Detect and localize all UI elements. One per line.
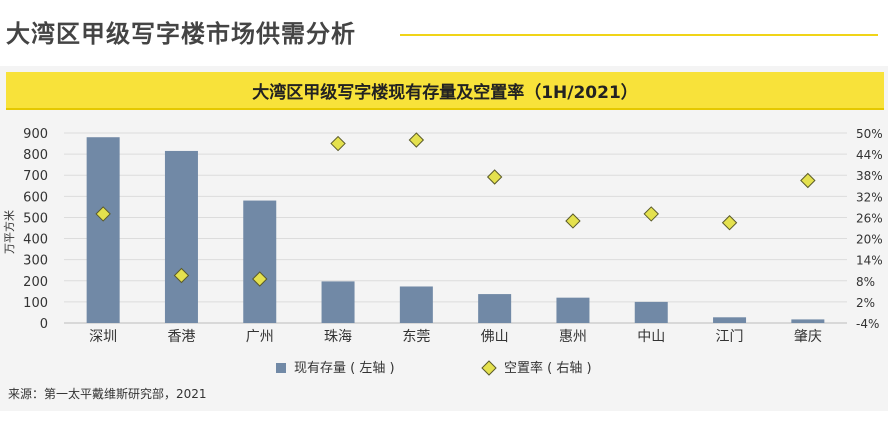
y2-tick-label: 2% bbox=[856, 296, 875, 310]
legend-diamond-icon bbox=[481, 360, 497, 376]
category-label: 江门 bbox=[716, 329, 744, 345]
y2-tick-label: 44% bbox=[856, 148, 883, 162]
y2-tick-label: 50% bbox=[856, 127, 883, 141]
bar bbox=[634, 301, 668, 323]
bar bbox=[478, 294, 512, 323]
category-label: 肇庆 bbox=[794, 329, 822, 345]
y-tick-label: 600 bbox=[23, 190, 48, 205]
y2-tick-label: 26% bbox=[856, 211, 883, 225]
bar bbox=[164, 150, 198, 323]
left-axis-ticks: 900 800 700 600 500 400 300 200 100 0 bbox=[23, 127, 48, 332]
category-labels: 深圳 香港 广州 珠海 东莞 佛山 惠州 中山 江门 肇庆 bbox=[89, 329, 822, 345]
vacancy-series bbox=[95, 132, 816, 287]
y2-tick-label: -4% bbox=[856, 317, 879, 331]
category-label: 珠海 bbox=[324, 329, 352, 345]
y-tick-label: 200 bbox=[23, 275, 48, 290]
legend-bar-swatch bbox=[276, 363, 286, 373]
y2-tick-label: 14% bbox=[856, 254, 883, 268]
bar bbox=[86, 137, 120, 323]
legend-bar-label: 现有存量 ( 左轴 ) bbox=[294, 361, 395, 376]
vacancy-marker bbox=[643, 206, 659, 222]
category-label: 中山 bbox=[637, 329, 665, 345]
vacancy-marker bbox=[721, 215, 738, 231]
legend-vacancy-label: 空置率 ( 右轴 ) bbox=[504, 360, 592, 376]
vacancy-marker bbox=[173, 267, 190, 284]
chart-title: 大湾区甲级写字楼现有存量及空置率（1H/2021） bbox=[252, 82, 638, 103]
y2-tick-label: 32% bbox=[856, 190, 883, 204]
vacancy-marker bbox=[95, 206, 111, 222]
bar bbox=[399, 286, 433, 323]
vacancy-marker bbox=[408, 132, 425, 148]
legend: 现有存量 ( 左轴 ) 空置率 ( 右轴 ) bbox=[276, 360, 592, 376]
category-label: 佛山 bbox=[481, 329, 509, 345]
category-label: 广州 bbox=[246, 329, 274, 345]
vacancy-marker bbox=[486, 169, 503, 185]
source-note: 来源：第一太平戴维斯研究部，2021 bbox=[8, 387, 207, 401]
category-label: 香港 bbox=[167, 329, 195, 345]
y-tick-label: 100 bbox=[23, 296, 48, 311]
vacancy-marker bbox=[330, 135, 346, 152]
y2-tick-label: 38% bbox=[856, 169, 883, 183]
y-tick-label: 400 bbox=[23, 233, 48, 248]
bar bbox=[321, 281, 355, 323]
y-tick-label: 700 bbox=[23, 169, 48, 184]
vacancy-marker bbox=[800, 172, 816, 189]
right-axis-ticks: 50% 44% 38% 32% 26% 20% 14% 8% 2% -4% bbox=[856, 127, 883, 331]
vacancy-marker bbox=[565, 213, 581, 229]
y-tick-label: 900 bbox=[23, 127, 48, 142]
y-tick-label: 300 bbox=[23, 254, 48, 269]
left-axis-label: 万平方米 bbox=[2, 210, 16, 254]
bar-series bbox=[86, 137, 825, 323]
y-tick-label: 0 bbox=[40, 317, 48, 332]
y-tick-label: 500 bbox=[23, 211, 48, 226]
category-label: 惠州 bbox=[559, 329, 587, 345]
bar bbox=[243, 200, 277, 323]
y2-tick-label: 20% bbox=[856, 233, 883, 247]
category-label: 深圳 bbox=[89, 329, 117, 345]
bar bbox=[713, 317, 747, 323]
chart-title-banner: 大湾区甲级写字楼现有存量及空置率（1H/2021） bbox=[6, 72, 884, 110]
y2-tick-label: 8% bbox=[856, 275, 875, 289]
bar bbox=[556, 297, 590, 323]
vacancy-marker bbox=[252, 271, 268, 287]
bar bbox=[791, 319, 825, 323]
category-label: 东莞 bbox=[402, 329, 430, 345]
page-heading: 大湾区甲级写字楼市场供需分析 bbox=[6, 20, 356, 48]
heading-rule bbox=[400, 34, 878, 36]
y-tick-label: 800 bbox=[23, 148, 48, 163]
